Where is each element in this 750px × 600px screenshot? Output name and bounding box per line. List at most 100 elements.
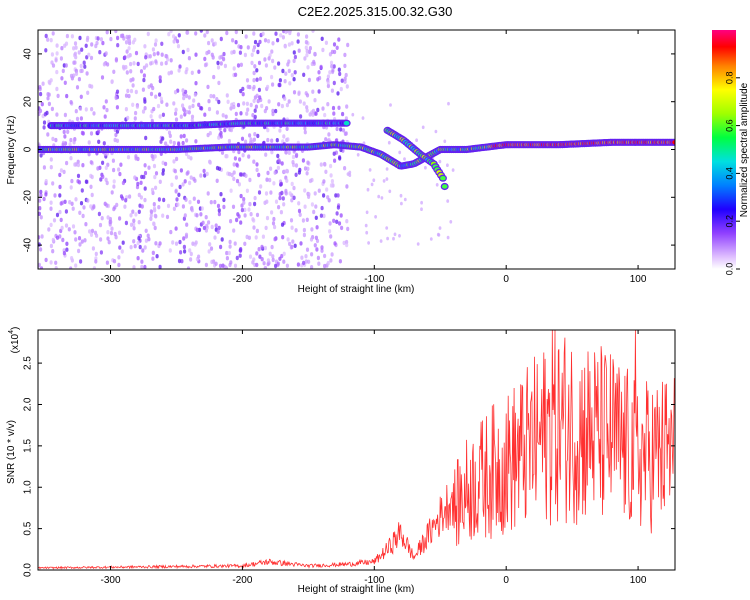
noise-speck xyxy=(158,92,162,97)
noise-speck xyxy=(297,208,302,214)
noise-speck xyxy=(279,210,283,215)
noise-speck xyxy=(296,32,300,37)
noise-speck xyxy=(271,82,275,87)
noise-speck xyxy=(131,209,135,214)
noise-speck xyxy=(222,51,226,57)
noise-speck xyxy=(181,103,185,108)
noise-speck xyxy=(127,93,131,99)
noise-speck xyxy=(139,69,144,74)
noise-speck xyxy=(146,31,150,37)
noise-speck xyxy=(82,60,86,65)
noise-speck xyxy=(292,58,296,64)
noise-speck xyxy=(80,130,84,136)
noise-speck xyxy=(343,52,347,58)
noise-speck xyxy=(70,201,74,206)
noise-speck xyxy=(172,101,176,106)
noise-speck xyxy=(253,132,257,137)
noise-speck xyxy=(305,48,309,54)
noise-speck xyxy=(227,138,231,144)
noise-speck xyxy=(234,72,238,78)
noise-speck xyxy=(105,107,109,113)
noise-speck xyxy=(273,224,277,230)
noise-speck xyxy=(194,31,198,36)
noise-speck xyxy=(241,153,245,158)
noise-speck xyxy=(399,193,403,198)
noise-speck xyxy=(121,180,125,186)
noise-speck xyxy=(264,152,268,157)
noise-speck xyxy=(215,110,219,115)
noise-speck xyxy=(129,88,134,94)
noise-speck xyxy=(201,220,205,225)
noise-speck xyxy=(172,159,176,164)
noise-speck xyxy=(374,215,377,219)
noise-speck xyxy=(302,72,306,78)
noise-speck xyxy=(345,184,349,189)
noise-speck xyxy=(260,257,264,262)
noise-speck xyxy=(310,227,314,232)
noise-speck xyxy=(266,84,270,90)
noise-speck xyxy=(112,69,116,75)
noise-speck xyxy=(44,192,48,197)
noise-speck xyxy=(303,130,307,135)
noise-speck xyxy=(227,250,231,256)
noise-speck xyxy=(76,173,81,179)
noise-speck xyxy=(380,196,384,200)
noise-speck xyxy=(213,235,217,240)
noise-speck xyxy=(125,70,129,75)
noise-speck xyxy=(100,75,105,80)
spectrogram-axes: -300 -200 -100 0 100 40 20 0 -20 -40 xyxy=(23,30,675,285)
noise-speck xyxy=(80,47,84,52)
noise-speck xyxy=(224,114,228,119)
noise-speck xyxy=(179,114,183,119)
noise-speck xyxy=(189,251,193,257)
noise-speck xyxy=(279,181,283,187)
noise-speck xyxy=(117,262,121,268)
noise-speck xyxy=(258,39,262,45)
noise-speck xyxy=(69,137,73,143)
noise-speck xyxy=(190,205,194,211)
noise-speck xyxy=(281,235,285,240)
noise-speck xyxy=(143,245,147,250)
noise-speck xyxy=(315,225,319,230)
noise-speck xyxy=(276,165,280,171)
noise-speck xyxy=(241,86,245,92)
noise-speck xyxy=(178,184,182,190)
noise-speck xyxy=(149,114,153,119)
noise-speck xyxy=(44,48,48,53)
noise-speck xyxy=(437,233,441,237)
noise-speck xyxy=(102,141,106,146)
noise-speck xyxy=(346,226,350,232)
noise-speck xyxy=(85,37,89,43)
noise-speck xyxy=(314,215,318,220)
noise-speck xyxy=(92,205,96,210)
noise-speck xyxy=(154,38,158,43)
noise-speck xyxy=(345,242,349,248)
noise-speck xyxy=(81,163,85,168)
noise-speck xyxy=(288,191,292,196)
noise-speck xyxy=(329,163,333,169)
noise-speck xyxy=(147,165,151,170)
noise-speck xyxy=(106,62,110,67)
noise-speck xyxy=(181,140,185,146)
noise-speck xyxy=(134,89,138,95)
noise-speck xyxy=(126,155,131,160)
noise-speck xyxy=(86,90,90,96)
noise-speck xyxy=(77,248,81,254)
noise-speck xyxy=(305,53,309,58)
noise-speck xyxy=(54,260,58,265)
noise-speck xyxy=(190,117,194,123)
noise-speck xyxy=(174,226,178,231)
noise-speck xyxy=(287,150,291,155)
noise-speck xyxy=(71,224,76,229)
noise-speck xyxy=(84,107,88,112)
noise-speck xyxy=(244,34,248,39)
noise-speck xyxy=(185,222,189,227)
colorbar-tick-label: 0.0 xyxy=(724,263,734,276)
noise-speck xyxy=(178,239,182,245)
noise-speck xyxy=(143,163,147,168)
noise-speck xyxy=(313,191,317,196)
noise-speck xyxy=(123,55,127,60)
noise-speck xyxy=(89,131,94,136)
noise-speck xyxy=(326,80,330,85)
noise-speck xyxy=(152,206,157,211)
